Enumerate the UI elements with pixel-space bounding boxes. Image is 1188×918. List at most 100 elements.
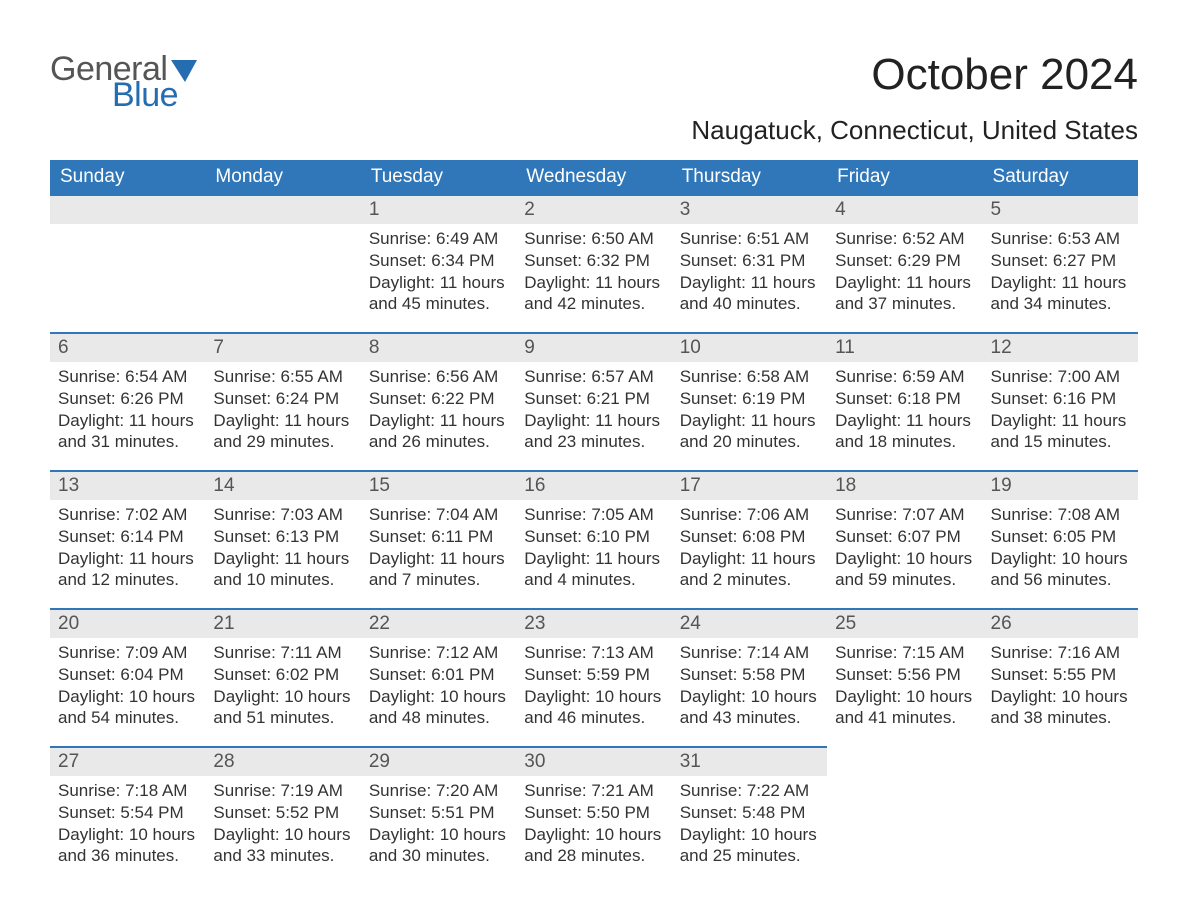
daylight-label: Daylight: <box>991 411 1062 430</box>
day-number-bar: 29 <box>361 746 516 776</box>
sunrise-label: Sunrise: <box>369 643 436 662</box>
daylight-label: Daylight: <box>680 273 751 292</box>
day-number-bar: 26 <box>983 608 1138 638</box>
sunrise-label: Sunrise: <box>991 367 1058 386</box>
sunrise-value: 6:51 AM <box>747 229 809 248</box>
day-number-bar: 24 <box>672 608 827 638</box>
day-number-bar: 8 <box>361 332 516 362</box>
calendar-day-cell: 9Sunrise: 6:57 AMSunset: 6:21 PMDaylight… <box>516 332 671 470</box>
calendar-header-sunday: Sunday <box>50 160 205 194</box>
sunset-label: Sunset: <box>524 665 586 684</box>
day-details: Sunrise: 7:03 AMSunset: 6:13 PMDaylight:… <box>205 500 360 599</box>
calendar-day-cell: 5Sunrise: 6:53 AMSunset: 6:27 PMDaylight… <box>983 194 1138 332</box>
calendar-day-cell: 22Sunrise: 7:12 AMSunset: 6:01 PMDayligh… <box>361 608 516 746</box>
sunrise-value: 7:12 AM <box>436 643 498 662</box>
sunrise-label: Sunrise: <box>991 643 1058 662</box>
sunrise-label: Sunrise: <box>524 229 591 248</box>
day-details: Sunrise: 7:05 AMSunset: 6:10 PMDaylight:… <box>516 500 671 599</box>
calendar-day-cell: 21Sunrise: 7:11 AMSunset: 6:02 PMDayligh… <box>205 608 360 746</box>
sunset-value: 5:59 PM <box>587 665 650 684</box>
calendar-day-cell: 29Sunrise: 7:20 AMSunset: 5:51 PMDayligh… <box>361 746 516 884</box>
sunrise-value: 6:49 AM <box>436 229 498 248</box>
sunset-label: Sunset: <box>680 527 742 546</box>
day-details: Sunrise: 6:58 AMSunset: 6:19 PMDaylight:… <box>672 362 827 461</box>
sunrise-label: Sunrise: <box>680 229 747 248</box>
sunset-value: 6:34 PM <box>431 251 494 270</box>
sunset-value: 6:24 PM <box>276 389 339 408</box>
day-number-bar: 3 <box>672 194 827 224</box>
sunrise-label: Sunrise: <box>835 229 902 248</box>
sunset-label: Sunset: <box>524 803 586 822</box>
sunset-label: Sunset: <box>524 251 586 270</box>
daylight-label: Daylight: <box>991 273 1062 292</box>
calendar-day-cell: 18Sunrise: 7:07 AMSunset: 6:07 PMDayligh… <box>827 470 982 608</box>
day-number-bar: 17 <box>672 470 827 500</box>
sunset-value: 5:50 PM <box>587 803 650 822</box>
sunrise-label: Sunrise: <box>213 643 280 662</box>
sunset-label: Sunset: <box>835 527 897 546</box>
sunset-label: Sunset: <box>680 389 742 408</box>
day-details: Sunrise: 6:50 AMSunset: 6:32 PMDaylight:… <box>516 224 671 323</box>
day-number-bar <box>205 194 360 224</box>
sunrise-label: Sunrise: <box>369 781 436 800</box>
calendar-day-cell: 15Sunrise: 7:04 AMSunset: 6:11 PMDayligh… <box>361 470 516 608</box>
sunset-value: 6:26 PM <box>120 389 183 408</box>
daylight-label: Daylight: <box>369 273 440 292</box>
day-number-bar: 20 <box>50 608 205 638</box>
daylight-label: Daylight: <box>369 411 440 430</box>
sunrise-label: Sunrise: <box>213 505 280 524</box>
daylight-label: Daylight: <box>991 687 1062 706</box>
calendar-header-row: SundayMondayTuesdayWednesdayThursdayFrid… <box>50 160 1138 194</box>
sunrise-value: 6:50 AM <box>591 229 653 248</box>
calendar-day-cell: 4Sunrise: 6:52 AMSunset: 6:29 PMDaylight… <box>827 194 982 332</box>
day-number-bar: 5 <box>983 194 1138 224</box>
daylight-label: Daylight: <box>369 825 440 844</box>
calendar-day-cell: 31Sunrise: 7:22 AMSunset: 5:48 PMDayligh… <box>672 746 827 884</box>
sunrise-value: 7:14 AM <box>747 643 809 662</box>
day-details: Sunrise: 7:00 AMSunset: 6:16 PMDaylight:… <box>983 362 1138 461</box>
daylight-label: Daylight: <box>58 825 129 844</box>
sunrise-value: 6:57 AM <box>591 367 653 386</box>
sunrise-label: Sunrise: <box>58 781 125 800</box>
calendar-header-monday: Monday <box>205 160 360 194</box>
sunset-label: Sunset: <box>58 803 120 822</box>
calendar-day-cell: 17Sunrise: 7:06 AMSunset: 6:08 PMDayligh… <box>672 470 827 608</box>
day-details: Sunrise: 6:56 AMSunset: 6:22 PMDaylight:… <box>361 362 516 461</box>
sunset-value: 6:29 PM <box>897 251 960 270</box>
sunrise-label: Sunrise: <box>835 505 902 524</box>
day-number-bar: 30 <box>516 746 671 776</box>
sunset-value: 6:27 PM <box>1053 251 1116 270</box>
day-number-bar <box>50 194 205 224</box>
day-number-bar: 13 <box>50 470 205 500</box>
sunrise-value: 6:52 AM <box>902 229 964 248</box>
daylight-label: Daylight: <box>213 687 284 706</box>
day-details: Sunrise: 7:14 AMSunset: 5:58 PMDaylight:… <box>672 638 827 737</box>
sunset-value: 6:02 PM <box>276 665 339 684</box>
calendar-table: SundayMondayTuesdayWednesdayThursdayFrid… <box>50 160 1138 884</box>
daylight-label: Daylight: <box>524 411 595 430</box>
calendar-header-wednesday: Wednesday <box>516 160 671 194</box>
calendar-day-cell: 19Sunrise: 7:08 AMSunset: 6:05 PMDayligh… <box>983 470 1138 608</box>
calendar-header-tuesday: Tuesday <box>361 160 516 194</box>
daylight-label: Daylight: <box>680 825 751 844</box>
calendar-week-row: 20Sunrise: 7:09 AMSunset: 6:04 PMDayligh… <box>50 608 1138 746</box>
day-number-bar: 7 <box>205 332 360 362</box>
sunrise-value: 7:18 AM <box>125 781 187 800</box>
sunrise-value: 7:06 AM <box>747 505 809 524</box>
sunset-label: Sunset: <box>213 527 275 546</box>
calendar-day-cell: 26Sunrise: 7:16 AMSunset: 5:55 PMDayligh… <box>983 608 1138 746</box>
sunrise-value: 6:58 AM <box>747 367 809 386</box>
sunset-label: Sunset: <box>213 803 275 822</box>
day-details: Sunrise: 7:09 AMSunset: 6:04 PMDaylight:… <box>50 638 205 737</box>
day-number-bar: 16 <box>516 470 671 500</box>
sunset-value: 6:19 PM <box>742 389 805 408</box>
sunset-value: 5:48 PM <box>742 803 805 822</box>
calendar-day-cell: 28Sunrise: 7:19 AMSunset: 5:52 PMDayligh… <box>205 746 360 884</box>
calendar-day-cell: 7Sunrise: 6:55 AMSunset: 6:24 PMDaylight… <box>205 332 360 470</box>
sunrise-value: 7:04 AM <box>436 505 498 524</box>
day-details: Sunrise: 6:54 AMSunset: 6:26 PMDaylight:… <box>50 362 205 461</box>
calendar-day-cell: 2Sunrise: 6:50 AMSunset: 6:32 PMDaylight… <box>516 194 671 332</box>
sunrise-label: Sunrise: <box>524 367 591 386</box>
sunset-label: Sunset: <box>991 665 1053 684</box>
sunrise-label: Sunrise: <box>835 367 902 386</box>
